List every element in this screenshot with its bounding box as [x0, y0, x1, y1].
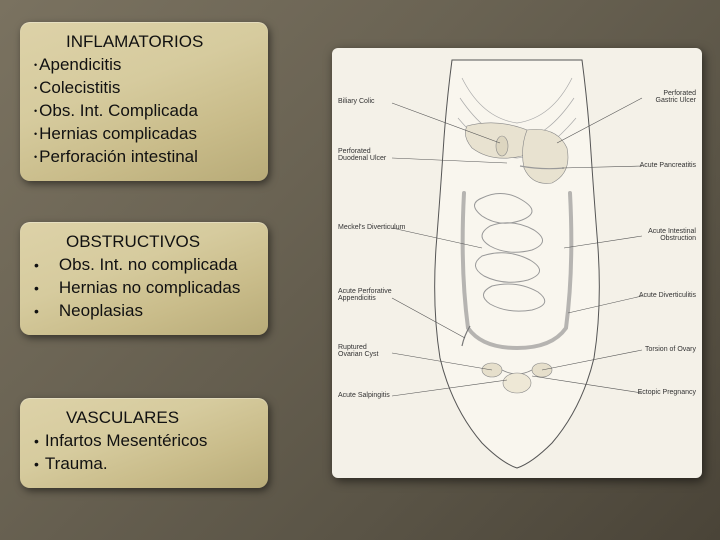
diagram-label: Acute Salpingitis [338, 392, 390, 399]
list-item: •Hernias complicadas [34, 123, 254, 146]
list-item: •Trauma. [34, 453, 254, 476]
list-item: •Obs. Int. Complicada [34, 100, 254, 123]
diagram-label: Torsion of Ovary [645, 346, 696, 353]
diagram-label: Acute Diverticulitis [639, 292, 696, 299]
item-text: Obs. Int. no complicada [59, 254, 238, 277]
diagram-label: Acute Pancreatitis [640, 162, 696, 169]
list-item: •Neoplasias [34, 300, 254, 323]
list-item: •Obs. Int. no complicada [34, 254, 254, 277]
diagram-label: Acute PerforativeAppendicitis [338, 288, 392, 303]
item-text: Neoplasias [59, 300, 143, 323]
item-text: Apendicitis [39, 54, 121, 77]
diagram-label: Meckel's Diverticulum [338, 224, 405, 231]
item-text: Perforación intestinal [39, 146, 198, 169]
anatomy-svg [332, 48, 702, 478]
diagram-label: RupturedOvarian Cyst [338, 344, 378, 359]
card-inflamatorios: INFLAMATORIOS •Apendicitis •Colecistitis… [20, 22, 268, 181]
anatomy-diagram: Biliary Colic PerforatedDuodenal Ulcer M… [332, 48, 702, 478]
item-text: Infartos Mesentéricos [45, 430, 208, 453]
item-text: Trauma. [45, 453, 108, 476]
item-text: Hernias complicadas [39, 123, 197, 146]
diagram-label: Acute IntestinalObstruction [648, 228, 696, 243]
list-item: •Hernias no complicadas [34, 277, 254, 300]
list-item: •Infartos Mesentéricos [34, 430, 254, 453]
diagram-label: PerforatedDuodenal Ulcer [338, 148, 386, 163]
card-heading: OBSTRUCTIVOS [66, 232, 254, 252]
list-item: •Apendicitis [34, 54, 254, 77]
item-text: Colecistitis [39, 77, 120, 100]
card-vasculares: VASCULARES •Infartos Mesentéricos •Traum… [20, 398, 268, 488]
diagram-label: PerforatedGastric Ulcer [656, 90, 696, 105]
diagram-label: Biliary Colic [338, 98, 375, 105]
card-heading: INFLAMATORIOS [66, 32, 254, 52]
item-text: Obs. Int. Complicada [39, 100, 198, 123]
card-heading: VASCULARES [66, 408, 254, 428]
list-item: •Colecistitis [34, 77, 254, 100]
list-item: •Perforación intestinal [34, 146, 254, 169]
item-text: Hernias no complicadas [59, 277, 240, 300]
diagram-label: Ectopic Pregnancy [638, 389, 696, 396]
card-obstructivos: OBSTRUCTIVOS •Obs. Int. no complicada •H… [20, 222, 268, 335]
